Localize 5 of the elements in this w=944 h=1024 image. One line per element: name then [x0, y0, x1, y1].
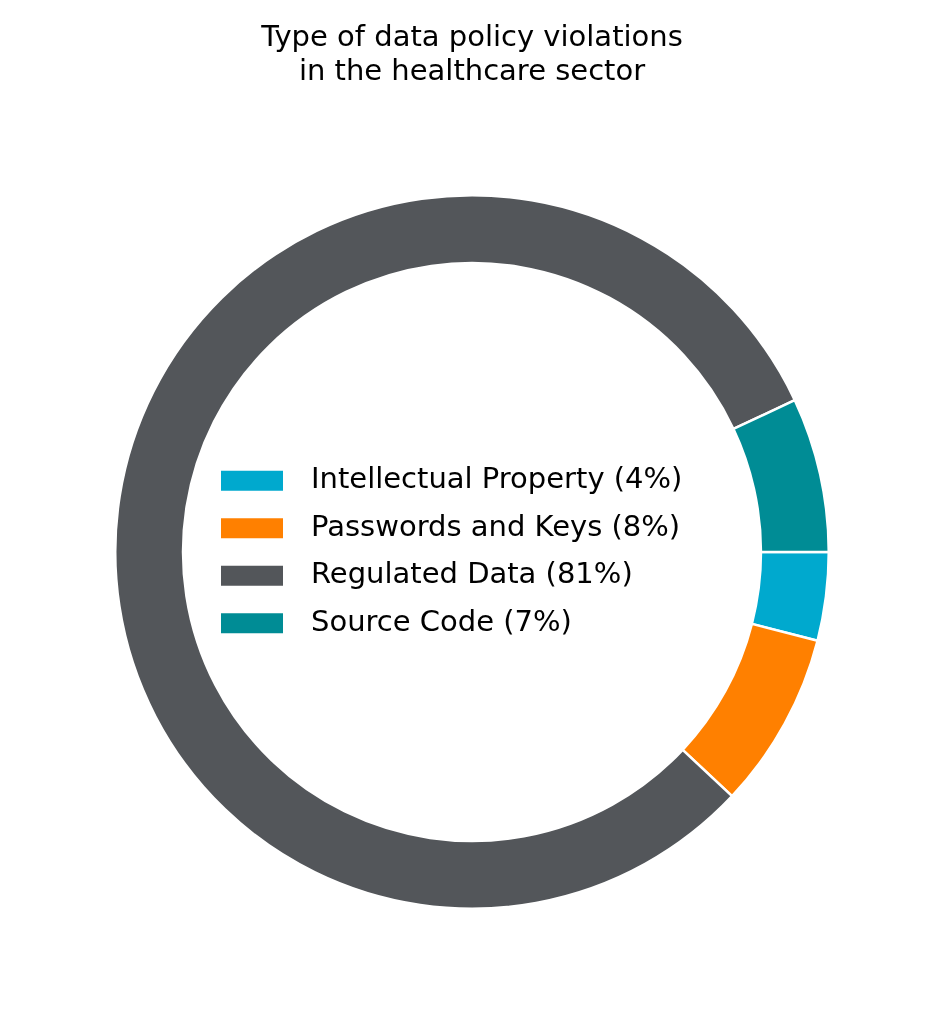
legend-label: Intellectual Property (4%) [311, 461, 683, 496]
legend-label: Source Code (7%) [311, 603, 572, 638]
chart-title: Type of data policy violations in the healthcare sector [260, 18, 683, 87]
legend-label: Regulated Data (81%) [311, 556, 633, 591]
legend-label: Passwords and Keys (8%) [311, 508, 681, 543]
